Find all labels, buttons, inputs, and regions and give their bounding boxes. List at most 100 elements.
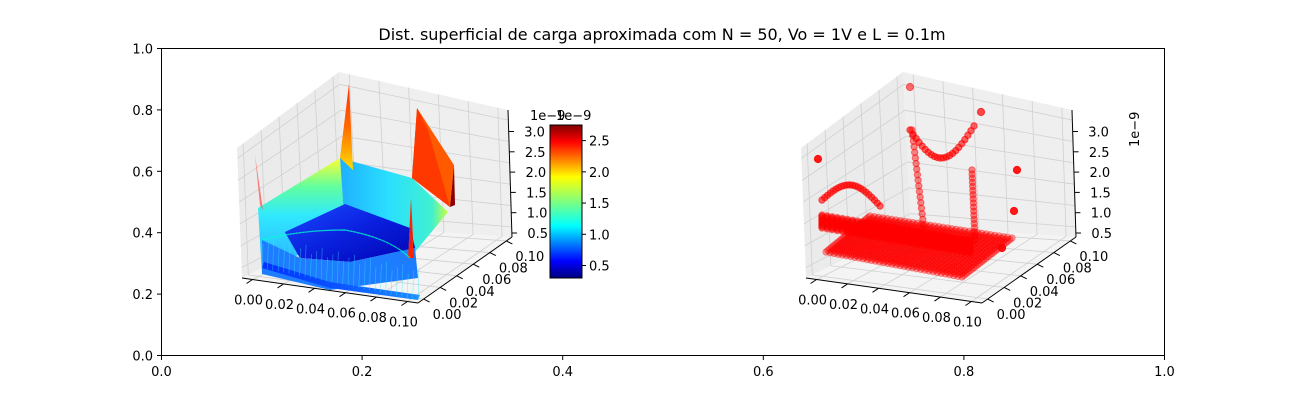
scatter-point — [869, 223, 877, 232]
scatter-point — [828, 218, 836, 226]
scatter-point — [829, 242, 837, 250]
scatter-point — [925, 236, 933, 244]
scatter-point — [916, 225, 925, 233]
scatter-point — [870, 225, 879, 233]
colorbar-tick-label: 2.5 — [589, 135, 610, 150]
scatter-point — [905, 221, 914, 230]
scatter-point — [866, 220, 874, 229]
scatter-point — [880, 230, 888, 238]
scatter-point — [910, 228, 918, 237]
scatter-point — [881, 216, 890, 224]
scatter-point — [950, 242, 959, 251]
scatter-point — [875, 217, 884, 225]
scatter-point — [930, 243, 938, 251]
scatter-point — [981, 246, 990, 255]
scatter-point — [875, 238, 883, 246]
z-tick-label: 2.5 — [525, 146, 546, 161]
scatter-point — [985, 240, 993, 248]
scatter-point — [939, 267, 948, 276]
scatter-point — [850, 237, 859, 245]
scatter-point — [880, 246, 888, 254]
scatter-point — [894, 246, 903, 255]
scatter-point — [823, 216, 831, 224]
scatter-point — [924, 252, 932, 260]
scatter-point — [948, 252, 957, 261]
scatter-point — [854, 228, 862, 236]
scatter-point — [915, 234, 923, 243]
scatter-point — [966, 237, 974, 245]
scatter-point — [874, 221, 882, 230]
scatter-point — [950, 243, 958, 251]
scatter-point — [919, 243, 927, 252]
scatter-point — [828, 219, 836, 227]
scatter-point — [951, 238, 960, 246]
scatter-point — [975, 243, 983, 252]
scatter-point — [883, 214, 891, 223]
scatter-point — [939, 227, 948, 235]
scatter-point — [878, 219, 886, 227]
scatter-point — [973, 249, 982, 257]
scatter-point — [987, 242, 996, 250]
scatter-point — [983, 241, 991, 249]
scatter-point — [888, 247, 897, 256]
scatter-point — [961, 248, 969, 256]
scatter-point — [920, 241, 928, 249]
scatter-point — [946, 246, 954, 255]
scatter-point — [894, 234, 903, 242]
scatter-point — [839, 233, 848, 242]
scatter-point — [966, 243, 974, 251]
scatter-point — [868, 231, 876, 240]
scatter-point — [948, 248, 957, 257]
scatter-point — [910, 232, 918, 241]
scatter-point — [928, 236, 937, 244]
colorbar-tick-label: 2.0 — [589, 166, 610, 181]
scatter-point — [908, 243, 917, 252]
scatter-x-axis-line — [805, 277, 983, 304]
scatter-point — [966, 241, 974, 249]
scatter-point — [839, 242, 847, 250]
scatter-point — [935, 259, 943, 267]
scatter-point — [950, 235, 959, 244]
scatter-point — [930, 233, 938, 241]
scatter-point — [838, 218, 847, 227]
scatter-point — [976, 255, 984, 263]
scatter-point — [925, 246, 934, 255]
scatter-point — [881, 253, 889, 262]
scatter-point — [889, 255, 898, 263]
scatter-point — [952, 270, 960, 278]
scatter-point — [925, 241, 933, 249]
scatter-point — [879, 251, 887, 259]
scatter-point — [945, 241, 954, 250]
scatter-point — [857, 240, 865, 248]
x-tick-label: 0.04 — [296, 302, 325, 317]
scatter-point — [818, 219, 826, 227]
scatter-point — [848, 228, 857, 236]
scatter-point — [889, 230, 898, 238]
scatter-point — [958, 244, 967, 253]
scatter-point — [847, 231, 856, 240]
scatter-point — [869, 226, 877, 235]
scatter-point — [938, 252, 947, 261]
scatter-point — [904, 227, 912, 235]
surface-plot-3d: 0.00 0.02 0.04 0.06 0.08 0.10 0.000.020.040.0… — [234, 72, 548, 331]
scatter-point — [873, 239, 881, 248]
scatter-point — [859, 218, 867, 226]
scatter-point — [824, 246, 832, 255]
scatter-point — [901, 253, 910, 262]
scatter-point — [939, 243, 948, 252]
scatter-point — [845, 241, 853, 250]
scatter-point — [899, 236, 908, 244]
scatter-point — [894, 232, 903, 240]
scatter-point — [914, 235, 922, 244]
scatter-point — [859, 231, 867, 239]
scatter-point — [874, 227, 882, 236]
scatter-point — [975, 240, 983, 248]
scatter-point — [950, 227, 958, 235]
scatter-point — [892, 244, 900, 253]
scatter-point — [935, 263, 943, 271]
scatter-point — [853, 243, 862, 251]
scatter-point — [930, 240, 938, 248]
scatter-point — [901, 237, 910, 245]
scatter-point — [910, 231, 918, 240]
scatter-point — [945, 239, 954, 247]
